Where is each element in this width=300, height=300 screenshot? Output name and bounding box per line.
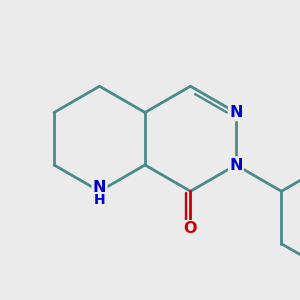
Text: N: N xyxy=(229,105,243,120)
Text: N: N xyxy=(229,158,243,172)
Text: N: N xyxy=(93,180,106,195)
Text: H: H xyxy=(94,193,105,207)
Text: O: O xyxy=(184,221,197,236)
